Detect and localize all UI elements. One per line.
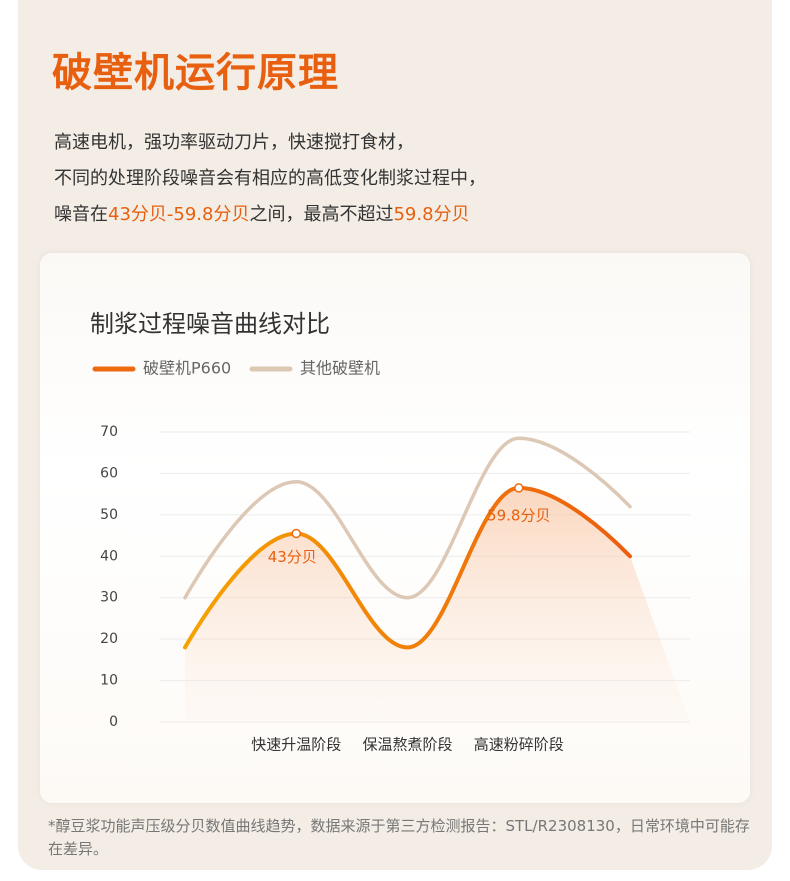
point-marker bbox=[291, 528, 301, 539]
y-tick-label: 0 bbox=[109, 714, 118, 730]
y-tick-label: 60 bbox=[100, 465, 118, 481]
intro-text: 噪音在 bbox=[54, 204, 108, 225]
footnote: *醇豆浆功能声压级分贝数值曲线趋势，数据来源于第三方检测报告：STL/R2308… bbox=[48, 817, 750, 858]
annotation: 59.8分贝 bbox=[487, 506, 550, 524]
point-marker bbox=[514, 483, 524, 493]
legend-label: 破壁机P660 bbox=[143, 359, 231, 378]
y-tick-label: 40 bbox=[100, 548, 118, 564]
intro-line: 噪音在43分贝-59.8分贝之间，最高不超过59.8分贝 bbox=[54, 200, 470, 226]
y-tick-label: 30 bbox=[100, 590, 118, 606]
x-tick-label: 快速升温阶段 bbox=[251, 736, 341, 754]
y-tick-label: 70 bbox=[100, 424, 118, 440]
y-tick-label: 20 bbox=[100, 631, 118, 647]
intro-text: 59.8分贝 bbox=[393, 204, 470, 225]
intro-text: 之间，最高不超过 bbox=[249, 204, 394, 225]
area bbox=[185, 487, 690, 722]
intro-text: 高速电机，强功率驱动刀片，快速搅打食材， bbox=[54, 132, 414, 153]
x-tick-label: 保温熬煮阶段 bbox=[362, 736, 452, 754]
annotation: 43分贝 bbox=[268, 548, 317, 566]
series-line bbox=[183, 485, 632, 650]
y-tick-label: 50 bbox=[100, 507, 118, 523]
intro-line: 高速电机，强功率驱动刀片，快速搅打食材， bbox=[54, 128, 414, 154]
intro-text: 43分贝-59.8分贝 bbox=[108, 204, 250, 225]
y-tick-label: 10 bbox=[100, 673, 118, 689]
intro-line: 不同的处理阶段噪音会有相应的高低变化制浆过程中， bbox=[54, 164, 486, 190]
intro-text: 不同的处理阶段噪音会有相应的高低变化制浆过程中， bbox=[54, 168, 486, 189]
series-line bbox=[183, 436, 632, 600]
x-tick-label: 高速粉碎阶段 bbox=[474, 736, 564, 754]
chart-title: 制浆过程噪音曲线对比 bbox=[90, 310, 330, 338]
page-title: 破壁机运行原理 bbox=[52, 50, 339, 96]
legend-label: 其他破壁机 bbox=[300, 359, 380, 378]
